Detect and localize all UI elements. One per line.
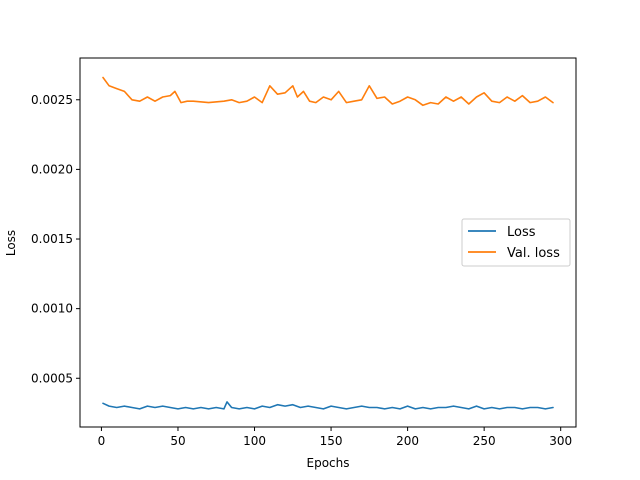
x-axis-label: Epochs	[307, 456, 350, 470]
x-tick-label-1: 50	[170, 434, 185, 448]
series-line-1	[102, 76, 554, 107]
series-layer	[102, 76, 554, 410]
y-tick-label-4: 0.0025	[31, 93, 73, 107]
y-axis-label: Loss	[4, 230, 18, 256]
legend-label-val-loss: Val. loss	[507, 246, 560, 261]
legend: Loss Val. loss	[461, 218, 571, 267]
x-tick-label-4: 200	[396, 434, 419, 448]
y-tick-label-3: 0.0020	[31, 162, 73, 176]
plot-frame	[79, 57, 577, 428]
legend-label-loss: Loss	[507, 225, 536, 240]
x-tick-label-5: 250	[473, 434, 496, 448]
series-line-0	[102, 401, 554, 410]
y-tick-label-1: 0.0010	[31, 302, 73, 316]
y-tick-label-2: 0.0015	[31, 232, 73, 246]
x-tick-label-0: 0	[98, 434, 106, 448]
x-tick-label-6: 300	[549, 434, 572, 448]
x-tick-label-3: 150	[320, 434, 343, 448]
y-axis: 0.0005 0.0010 0.0015 0.0020 0.0025	[31, 93, 80, 385]
x-tick-label-2: 100	[243, 434, 266, 448]
y-tick-label-0: 0.0005	[31, 371, 73, 385]
x-axis: 0 50 100 150 200 250 300	[98, 427, 572, 448]
